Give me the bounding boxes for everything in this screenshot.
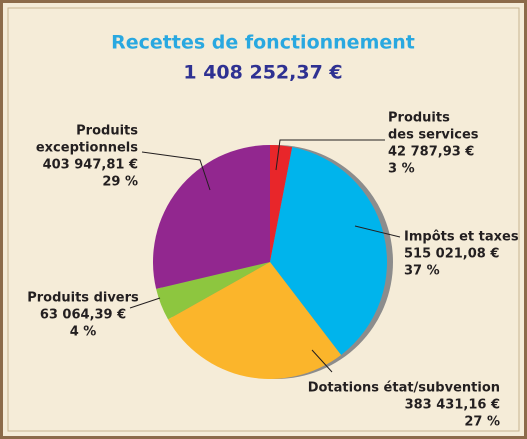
value-label: 63 064,39 €: [40, 308, 126, 323]
value-label: 42 787,93 €: [388, 145, 474, 160]
slice-label: Produits: [76, 124, 138, 139]
inner-frame: [7, 7, 520, 432]
percent-label: 27 %: [464, 415, 500, 430]
pie-slice: [153, 145, 270, 289]
pie-slice: [270, 145, 293, 262]
pie-slice: [168, 262, 342, 380]
leader-line: [129, 297, 161, 309]
leader-line: [141, 151, 211, 191]
percent-label: 37 %: [404, 264, 440, 279]
value-label: 515 021,08 €: [404, 247, 499, 262]
leader-line: [311, 349, 333, 373]
value-label: 383 431,16 €: [405, 398, 500, 413]
leader-line: [275, 139, 385, 171]
pie-slice: [156, 262, 270, 320]
chart-subtitle: 1 408 252,37 €: [183, 62, 342, 84]
slice-label: Produits: [388, 111, 450, 126]
chart-title: Recettes de fonctionnement: [111, 32, 415, 54]
pie-slice: [270, 147, 388, 355]
leader-line: [354, 225, 401, 238]
slice-label: Produits divers: [27, 291, 139, 306]
percent-label: 4 %: [70, 325, 97, 340]
value-label: 403 947,81 €: [43, 158, 138, 173]
slice-label: des services: [388, 128, 479, 143]
slice-label: exceptionnels: [36, 141, 138, 156]
percent-label: 29 %: [102, 175, 138, 190]
slice-label: Dotations état/subvention: [308, 381, 500, 396]
percent-label: 3 %: [388, 162, 415, 177]
slice-label: Impôts et taxes: [404, 230, 519, 245]
